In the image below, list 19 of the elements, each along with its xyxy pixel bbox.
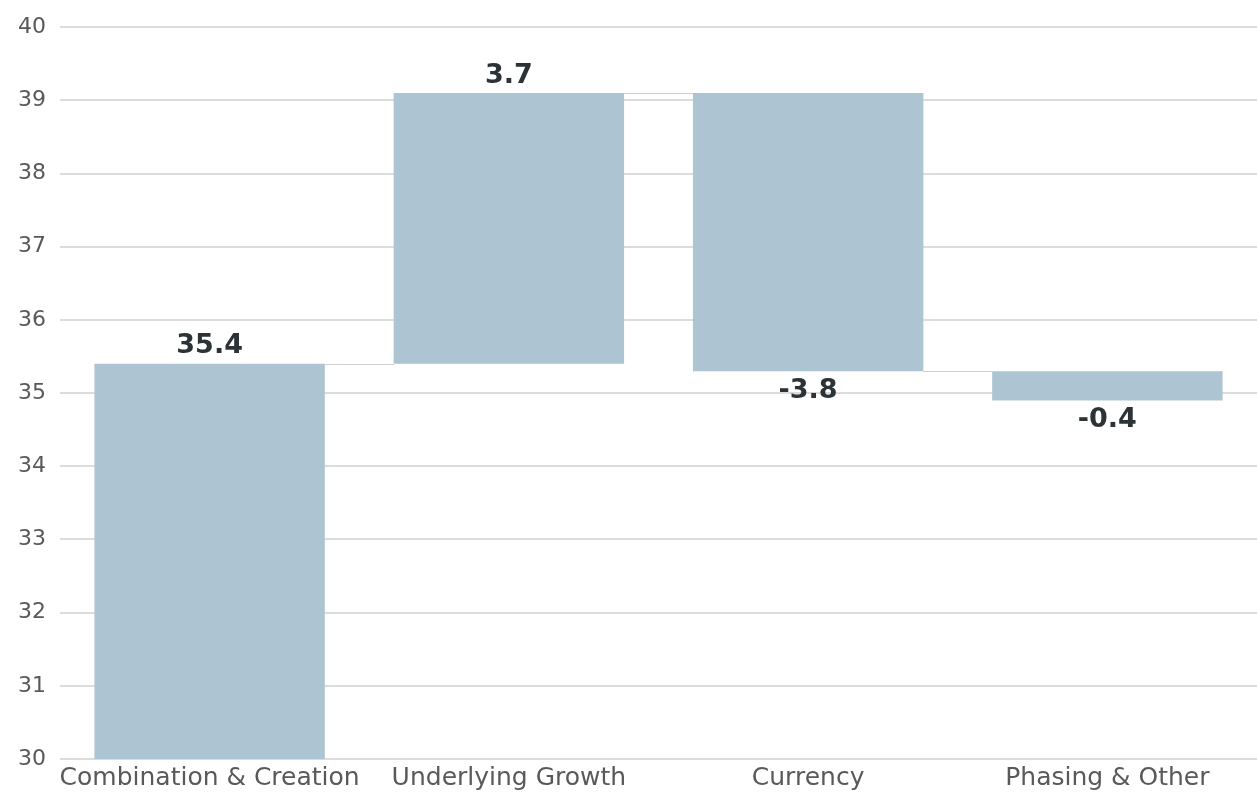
data-label: 35.4 [176, 328, 243, 360]
x-tick-label: Currency [751, 761, 865, 791]
x-tick-label: Combination & Creation [59, 761, 360, 791]
data-label: -3.8 [778, 372, 838, 404]
y-tick-label: 32 [17, 598, 46, 624]
y-tick-label: 35 [17, 378, 46, 404]
y-tick-label: 37 [17, 232, 46, 258]
y-tick-label: 34 [17, 452, 46, 477]
y-tick-label: 40 [17, 12, 46, 38]
y-tick-label: 31 [17, 671, 46, 697]
x-tick-label: Underlying Growth [391, 761, 627, 791]
x-tick-label: Phasing & Other [1005, 761, 1211, 791]
y-tick-label: 30 [17, 744, 46, 770]
y-tick-label: 36 [17, 305, 46, 331]
y-tick-label: 38 [17, 159, 46, 185]
y-tick-label: 39 [17, 86, 46, 112]
data-label: 3.7 [484, 57, 533, 89]
data-label: -0.4 [1077, 401, 1137, 433]
y-tick-label: 33 [17, 525, 46, 551]
